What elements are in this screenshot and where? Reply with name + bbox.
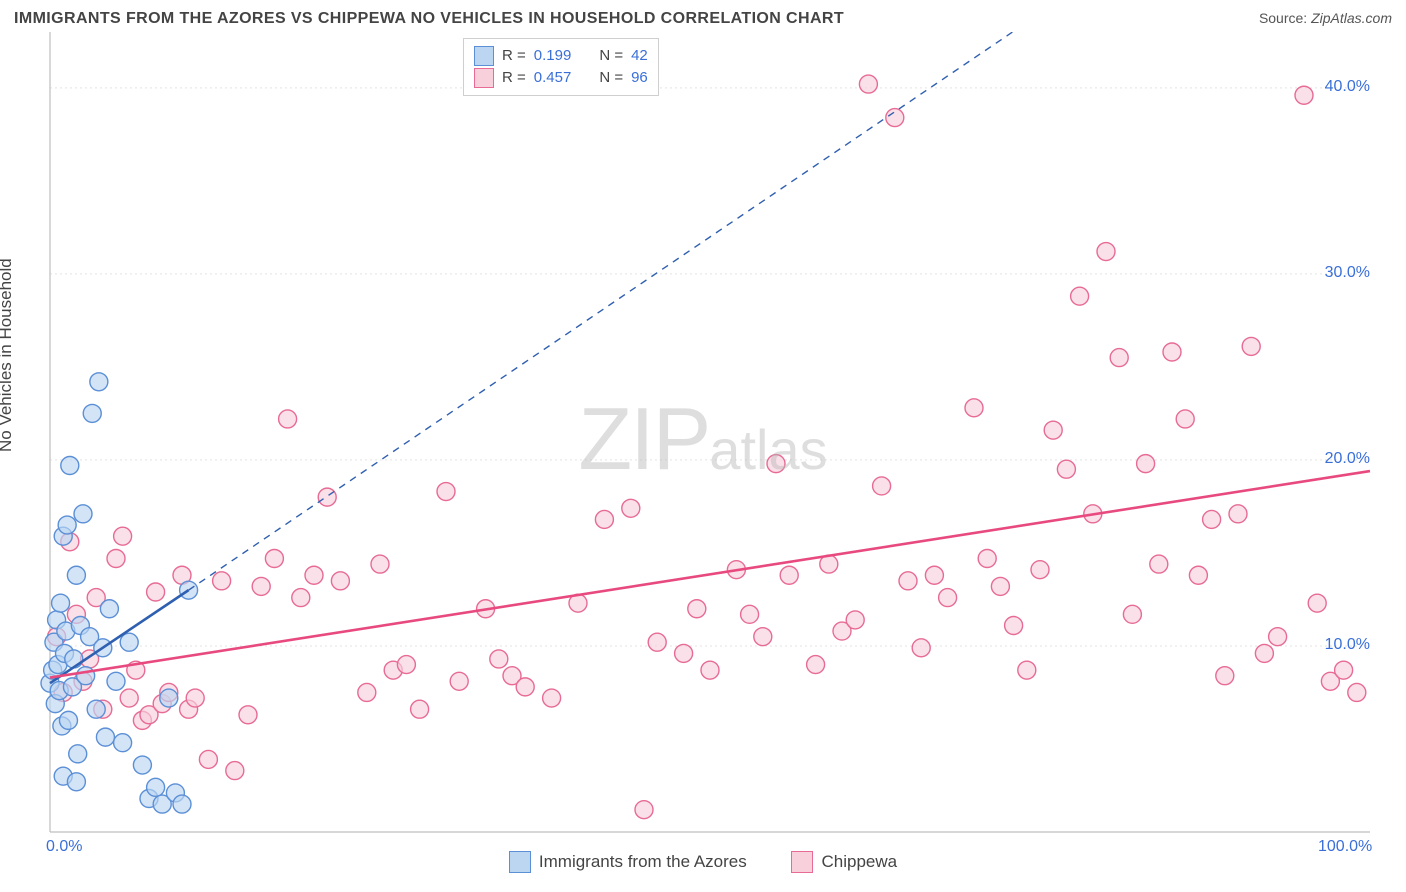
- legend-row-series-a: R = 0.199 N = 42: [474, 45, 648, 67]
- source-attribution: Source: ZipAtlas.com: [1259, 10, 1392, 26]
- legend-swatch-icon: [509, 851, 531, 873]
- legend-r-label: R =: [502, 67, 526, 89]
- scatter-plot-svg: [0, 32, 1406, 852]
- source-value: ZipAtlas.com: [1311, 10, 1392, 26]
- chart-title: IMMIGRANTS FROM THE AZORES VS CHIPPEWA N…: [14, 10, 844, 28]
- y-tick-label: 10.0%: [1325, 636, 1370, 654]
- correlation-legend: R = 0.199 N = 42 R = 0.457 N = 96: [463, 38, 659, 96]
- legend-swatch-icon: [791, 851, 813, 873]
- legend-r-label: R =: [502, 45, 526, 67]
- legend-r-value-b: 0.457: [534, 67, 572, 89]
- y-axis-title: No Vehicles in Household: [0, 258, 16, 452]
- legend-item-series-b: Chippewa: [791, 851, 897, 873]
- legend-n-value-a: 42: [631, 45, 648, 67]
- y-tick-label: 20.0%: [1325, 450, 1370, 468]
- chart-area: ZIPatlas No Vehicles in Household R = 0.…: [0, 32, 1406, 880]
- series-legend: Immigrants from the Azores Chippewa: [0, 851, 1406, 878]
- legend-swatch-series-b: [474, 68, 494, 88]
- legend-row-series-b: R = 0.457 N = 96: [474, 67, 648, 89]
- legend-r-value-a: 0.199: [534, 45, 572, 67]
- legend-label-series-b: Chippewa: [821, 852, 897, 872]
- legend-label-series-a: Immigrants from the Azores: [539, 852, 747, 872]
- legend-swatch-series-a: [474, 46, 494, 66]
- legend-n-value-b: 96: [631, 67, 648, 89]
- legend-n-label: N =: [599, 67, 623, 89]
- source-label: Source:: [1259, 10, 1307, 26]
- y-tick-label: 40.0%: [1325, 78, 1370, 96]
- legend-n-label: N =: [599, 45, 623, 67]
- legend-item-series-a: Immigrants from the Azores: [509, 851, 747, 873]
- y-tick-label: 30.0%: [1325, 264, 1370, 282]
